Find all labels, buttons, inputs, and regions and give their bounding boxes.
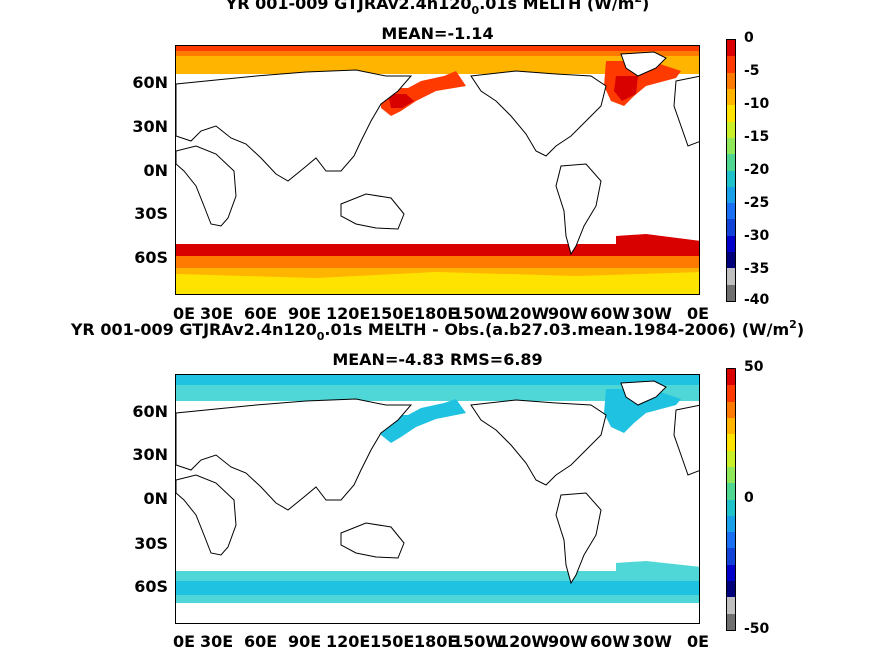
colorbar-segment xyxy=(727,401,735,418)
colorbar-segment xyxy=(727,369,735,386)
xtick: 120W xyxy=(498,304,550,323)
colorbar-segment xyxy=(727,219,735,236)
colorbar-segment xyxy=(727,252,735,269)
colorbar-segment xyxy=(727,137,735,155)
colorbar-segment xyxy=(727,72,735,89)
panel2-colorbar xyxy=(726,368,736,631)
panel2-ytick-60s: 60S xyxy=(134,577,168,596)
panel1-colorbar-label: -15 xyxy=(744,129,770,145)
panel2-ytick-60n: 60N xyxy=(132,402,168,421)
xtick: 90W xyxy=(548,304,588,323)
panel1-map-svg xyxy=(176,46,699,294)
colorbar-segment xyxy=(727,532,735,549)
xtick: 120E xyxy=(326,304,371,323)
panel2-ytick-30n: 30N xyxy=(132,445,168,464)
panel1-colorbar-label: -20 xyxy=(744,162,770,178)
panel2-colorbar-label: 50 xyxy=(744,359,764,375)
panel2-subtitle: MEAN=-4.83 RMS=6.89 xyxy=(332,350,543,369)
xtick: 90W xyxy=(548,632,588,651)
xtick: 30E xyxy=(200,304,234,323)
xtick: 0E xyxy=(687,304,710,323)
colorbar-segment xyxy=(727,88,735,106)
colorbar-segment xyxy=(727,434,735,451)
colorbar-segment xyxy=(727,548,735,565)
colorbar-segment xyxy=(727,466,735,484)
north-pacific-bias-patch xyxy=(381,399,466,443)
panel1-title: YR 001-009 GTJRAv2.4n1200.01s MELTH (W/m… xyxy=(225,0,650,17)
colorbar-segment xyxy=(727,40,735,57)
panel2-ytick-30s: 30S xyxy=(134,534,168,553)
colorbar-segment xyxy=(727,154,735,171)
north-atlantic-bias-patch xyxy=(604,389,681,433)
xtick: 150W xyxy=(452,632,504,651)
xtick: 30W xyxy=(632,304,672,323)
panel1-colorbar xyxy=(726,39,736,302)
panel1-ytick-60n: 60N xyxy=(132,73,168,92)
panel1-map xyxy=(175,45,700,295)
panel2-colorbar-label: 0 xyxy=(744,490,754,506)
panel2-colorbar-label: -50 xyxy=(744,621,770,637)
xtick: 0E xyxy=(687,632,710,651)
xtick: 60W xyxy=(590,304,630,323)
colorbar-segment xyxy=(727,483,735,500)
xtick: 0E xyxy=(173,632,196,651)
xtick: 90E xyxy=(288,304,322,323)
colorbar-segment xyxy=(727,203,735,220)
colorbar-segment xyxy=(727,597,735,614)
xtick: 180E xyxy=(414,304,459,323)
xtick: 60W xyxy=(590,632,630,651)
colorbar-segment xyxy=(727,56,735,73)
panel1-ytick-30s: 30S xyxy=(134,204,168,223)
colorbar-segment xyxy=(727,564,735,582)
panel1-xaxis: 0E 30E 60E 90E 120E 150E 180E 150W 120W … xyxy=(160,304,730,324)
xtick: 150E xyxy=(370,304,415,323)
colorbar-segment xyxy=(727,417,735,435)
panel1-colorbar-label: -35 xyxy=(744,261,770,277)
xtick: 120W xyxy=(498,632,550,651)
panel1-colorbar-label: -10 xyxy=(744,96,770,112)
colorbar-segment xyxy=(727,235,735,253)
panel1-subtitle: MEAN=-1.14 xyxy=(381,24,494,43)
colorbar-segment xyxy=(727,170,735,187)
colorbar-segment xyxy=(727,186,735,204)
panel2-title: YR 001-009 GTJRAv2.4n1200.01s MELTH - Ob… xyxy=(70,318,805,343)
colorbar-segment xyxy=(727,581,735,598)
colorbar-segment xyxy=(727,268,735,285)
panel1-colorbar-label: -40 xyxy=(744,292,770,308)
panel1-ytick-30n: 30N xyxy=(132,117,168,136)
panel1-colorbar-label: -30 xyxy=(744,228,770,244)
colorbar-segment xyxy=(727,105,735,122)
xtick: 150E xyxy=(370,632,415,651)
continent-outlines xyxy=(176,380,699,585)
xtick: 60E xyxy=(244,304,278,323)
colorbar-segment xyxy=(727,499,735,516)
panel1-ytick-60s: 60S xyxy=(134,248,168,267)
colorbar-segment xyxy=(727,450,735,467)
xtick: 30W xyxy=(632,632,672,651)
xtick: 90E xyxy=(288,632,322,651)
continent-outlines xyxy=(176,51,699,256)
panel2-map-svg xyxy=(176,375,699,623)
xtick: 0E xyxy=(173,304,196,323)
panel2-ytick-0n: 0N xyxy=(143,489,168,508)
colorbar-segment xyxy=(727,121,735,138)
panel1-colorbar-label: -5 xyxy=(744,63,760,79)
xtick: 30E xyxy=(200,632,234,651)
xtick: 60E xyxy=(244,632,278,651)
colorbar-segment xyxy=(727,613,735,630)
panel1-colorbar-label: -25 xyxy=(744,195,770,211)
panel1-ytick-0n: 0N xyxy=(143,161,168,180)
panel2-xaxis: 0E 30E 60E 90E 120E 150E 180E 150W 120W … xyxy=(160,632,730,652)
panel2-map xyxy=(175,374,700,624)
xtick: 150W xyxy=(452,304,504,323)
colorbar-segment xyxy=(727,515,735,533)
colorbar-segment xyxy=(727,385,735,402)
xtick: 120E xyxy=(326,632,371,651)
colorbar-segment xyxy=(727,284,735,301)
xtick: 180E xyxy=(414,632,459,651)
panel1-colorbar-label: 0 xyxy=(744,30,754,46)
